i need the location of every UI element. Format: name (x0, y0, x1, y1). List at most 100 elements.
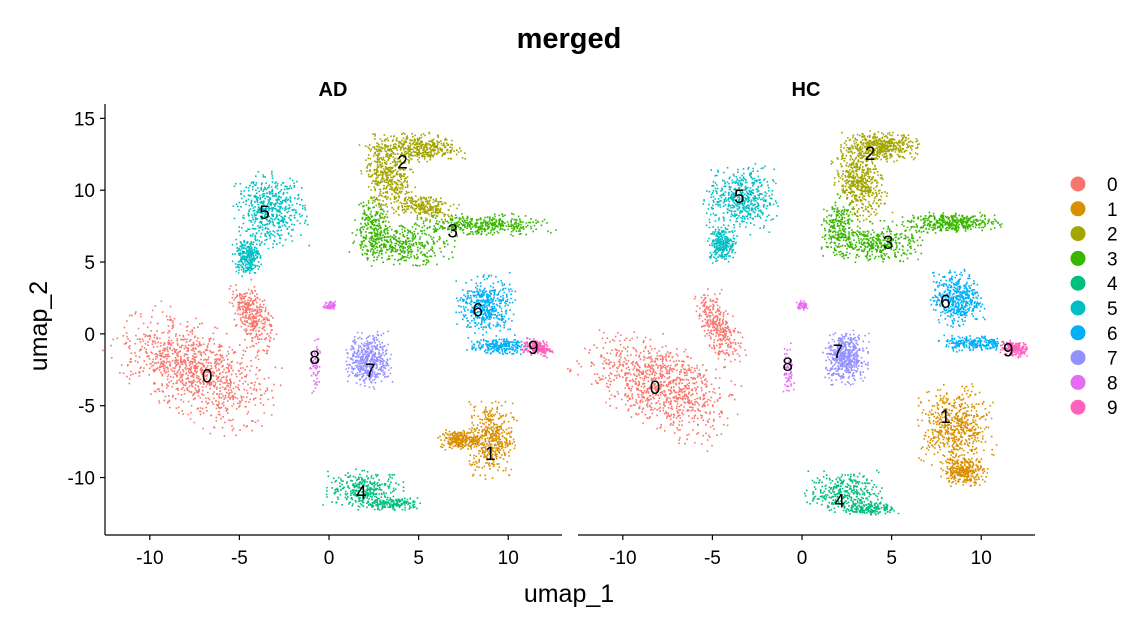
y-tick-label: 15 (74, 109, 95, 130)
x-tick-label: 5 (413, 548, 424, 569)
cluster-6-points (937, 334, 1008, 353)
cluster-6-points (455, 271, 517, 337)
cluster-1-points (437, 429, 480, 451)
cluster-2-points (836, 130, 921, 163)
legend-label-8: 8 (1107, 373, 1118, 394)
cluster-5-points (706, 226, 738, 264)
cluster-7-points (345, 330, 394, 390)
cluster-2-points (830, 145, 894, 222)
cluster-2-points (358, 143, 420, 223)
cluster-8-points (782, 342, 795, 393)
legend-label-2: 2 (1107, 225, 1118, 246)
y-tick-label: -10 (68, 469, 95, 490)
cluster-9-points (999, 339, 1028, 359)
cluster-6-points (466, 337, 531, 356)
cluster-8-points (795, 300, 809, 311)
x-tick-label: 0 (324, 548, 335, 569)
cluster-label-7: 7 (833, 342, 844, 363)
cluster-8-points (322, 300, 336, 310)
cluster-label-0: 0 (650, 378, 661, 399)
cluster-label-1: 1 (940, 407, 951, 428)
facet-label-ad: AD (319, 79, 348, 101)
cluster-label-6: 6 (472, 300, 483, 321)
cluster-label-6: 6 (940, 292, 951, 313)
y-axis-label: umap_2 (25, 281, 53, 371)
cluster-label-8: 8 (782, 355, 793, 376)
x-tick-label: -5 (704, 548, 721, 569)
legend-key-5 (1070, 300, 1086, 316)
cluster-label-5: 5 (259, 203, 270, 224)
cluster-label-3: 3 (447, 221, 458, 242)
cluster-4-points (322, 468, 406, 511)
x-tick-label: -5 (231, 548, 248, 569)
cluster-label-2: 2 (865, 144, 876, 165)
panel-ad: 0 1 2 3 4 5 6 7 8 9 (102, 131, 557, 511)
cluster-1-points (940, 455, 989, 488)
cluster-3-points (414, 212, 557, 238)
cluster-5-points (702, 163, 779, 237)
x-tick-label: 10 (498, 548, 519, 569)
cluster-label-5: 5 (734, 187, 745, 208)
cluster-9-points (521, 337, 554, 359)
x-tick-label: -10 (609, 548, 636, 569)
cluster-1-points (464, 400, 518, 480)
cluster-6-points (929, 268, 986, 328)
legend-key-9 (1070, 399, 1086, 415)
legend: 0 1 2 3 4 5 6 7 8 9 (1070, 175, 1118, 419)
y-tick-label: -5 (78, 397, 95, 418)
cluster-label-7: 7 (365, 361, 376, 382)
cluster-label-8: 8 (309, 348, 320, 369)
x-axis-label: umap_1 (524, 580, 614, 608)
y-tick-label: 0 (84, 325, 95, 346)
x-tick-label: 5 (886, 548, 897, 569)
cluster-7-points (822, 329, 870, 386)
cluster-4-points (359, 497, 421, 511)
legend-key-4 (1070, 275, 1086, 291)
cluster-label-9: 9 (528, 338, 539, 359)
cluster-label-4: 4 (356, 483, 367, 504)
x-tick-label: 10 (971, 548, 992, 569)
cluster-8-points (309, 338, 321, 394)
cluster-2-points (368, 131, 466, 164)
legend-label-1: 1 (1107, 200, 1118, 221)
legend-label-9: 9 (1107, 398, 1118, 419)
chart-title: merged (517, 23, 622, 55)
cluster-0-points (693, 288, 747, 369)
cluster-label-0: 0 (202, 367, 213, 388)
cluster-5-points (232, 170, 310, 252)
y-tick-label: 5 (84, 253, 95, 274)
cluster-2-points (397, 191, 460, 224)
panel-hc: 0 1 2 3 4 5 6 7 8 9 (567, 130, 1028, 516)
cluster-4-points (842, 501, 900, 516)
legend-label-5: 5 (1107, 299, 1118, 320)
cluster-3-points (353, 198, 390, 259)
cluster-0-points (228, 278, 278, 355)
legend-key-8 (1070, 374, 1086, 390)
legend-key-1 (1070, 201, 1086, 217)
cluster-1-points (917, 383, 998, 473)
legend-key-2 (1070, 226, 1086, 242)
legend-label-3: 3 (1107, 249, 1118, 270)
cluster-label-1: 1 (485, 444, 496, 465)
legend-label-6: 6 (1107, 324, 1118, 345)
cluster-label-3: 3 (883, 233, 894, 254)
cluster-3-points (901, 211, 1003, 234)
cluster-label-9: 9 (1003, 341, 1014, 362)
cluster-label-4: 4 (834, 492, 845, 513)
x-tick-label: -10 (136, 548, 163, 569)
cluster-3-points (823, 191, 859, 257)
legend-label-4: 4 (1107, 274, 1118, 295)
cluster-0-points (102, 300, 283, 437)
cluster-3-points (820, 219, 929, 264)
legend-key-0 (1070, 176, 1086, 192)
legend-key-3 (1070, 250, 1086, 266)
legend-key-7 (1070, 350, 1086, 366)
x-tick-label: 0 (797, 548, 808, 569)
legend-label-7: 7 (1107, 349, 1118, 370)
y-tick-label: 10 (74, 181, 95, 202)
cluster-label-2: 2 (397, 152, 408, 173)
facet-label-hc: HC (792, 79, 821, 101)
legend-label-0: 0 (1107, 175, 1118, 196)
